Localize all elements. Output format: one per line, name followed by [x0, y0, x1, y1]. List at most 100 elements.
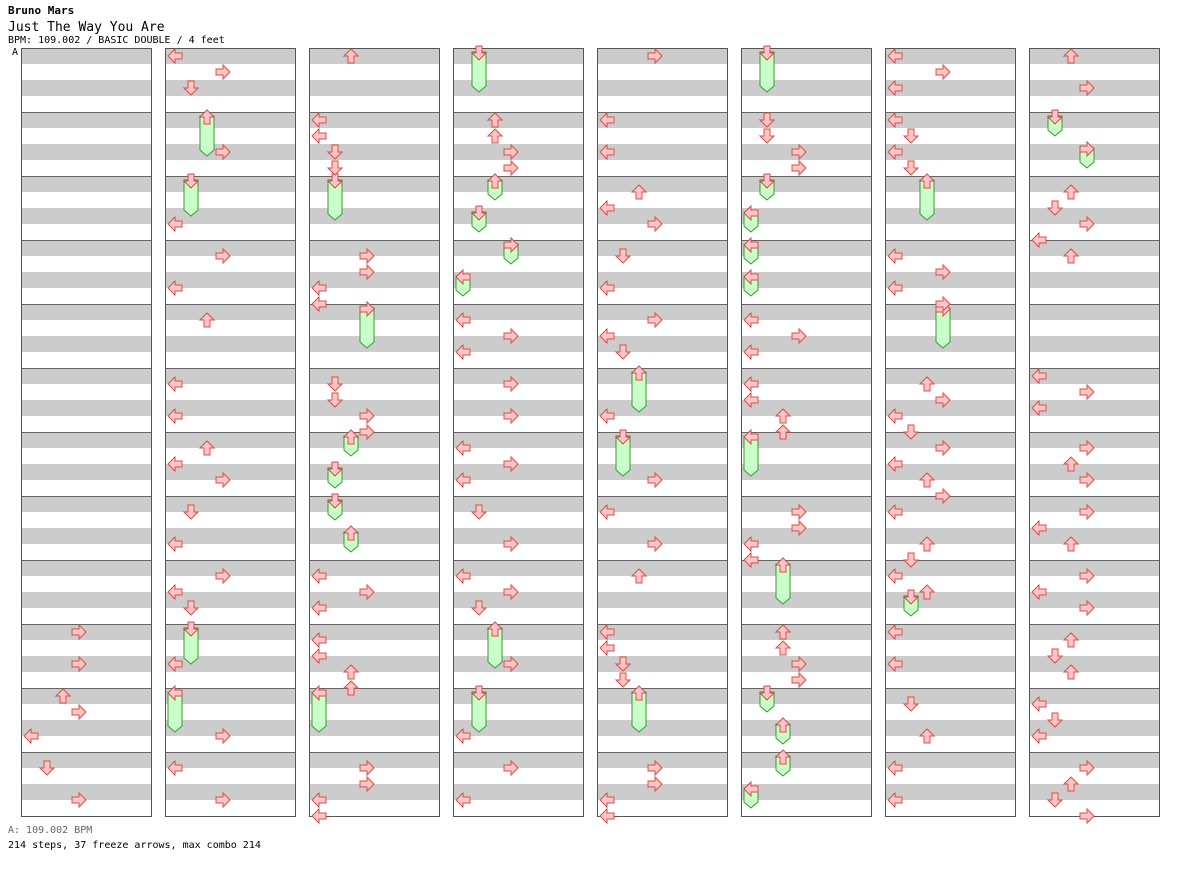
- beat-stripe: [741, 208, 872, 224]
- left-arrow-icon: [743, 375, 759, 393]
- right-arrow-icon: [503, 583, 519, 601]
- up-arrow-icon: [342, 525, 360, 541]
- beat-stripe: [741, 400, 872, 416]
- beat-stripe: [453, 336, 584, 352]
- right-arrow-icon: [71, 655, 87, 673]
- up-arrow-icon: [54, 688, 72, 704]
- left-arrow-icon: [743, 551, 759, 569]
- down-arrow-icon: [614, 672, 632, 688]
- beat-stripe: [309, 688, 440, 704]
- beat-stripe: [597, 592, 728, 608]
- beat-stripe: [885, 656, 1016, 672]
- beat-stripe: [885, 112, 1016, 128]
- beat-stripe: [453, 752, 584, 768]
- left-arrow-icon: [887, 143, 903, 161]
- right-arrow-icon: [791, 671, 807, 689]
- left-arrow-icon: [887, 247, 903, 265]
- beat-stripe: [21, 272, 152, 288]
- down-arrow-icon: [902, 589, 920, 605]
- up-arrow-icon: [342, 48, 360, 64]
- right-arrow-icon: [215, 247, 231, 265]
- down-arrow-icon: [1046, 792, 1064, 808]
- beat-stripe: [21, 112, 152, 128]
- right-arrow-icon: [647, 47, 663, 65]
- beat-stripe: [21, 560, 152, 576]
- beat-stripe: [21, 400, 152, 416]
- beat-stripe: [597, 80, 728, 96]
- right-arrow-icon: [647, 535, 663, 553]
- up-arrow-icon: [198, 440, 216, 456]
- beat-stripe: [453, 272, 584, 288]
- down-arrow-icon: [326, 160, 344, 176]
- beat-stripe: [21, 720, 152, 736]
- left-arrow-icon: [455, 439, 471, 457]
- right-arrow-icon: [503, 375, 519, 393]
- beat-stripe: [885, 528, 1016, 544]
- down-arrow-icon: [182, 600, 200, 616]
- beat-stripe: [1029, 208, 1160, 224]
- beat-stripe: [21, 432, 152, 448]
- beat-stripe: [165, 240, 296, 256]
- beat-stripe: [741, 432, 872, 448]
- chart-column-2: [165, 47, 296, 817]
- up-arrow-icon: [342, 664, 360, 680]
- beat-stripe: [165, 48, 296, 64]
- right-arrow-icon: [503, 655, 519, 673]
- up-arrow-icon: [1062, 664, 1080, 680]
- up-arrow-icon: [1062, 48, 1080, 64]
- down-arrow-icon: [758, 45, 776, 61]
- left-arrow-icon: [167, 279, 183, 297]
- up-arrow-icon: [342, 680, 360, 696]
- beat-stripe: [309, 624, 440, 640]
- beat-stripe: [741, 784, 872, 800]
- beat-stripe: [885, 272, 1016, 288]
- chart-column-1: [21, 48, 152, 817]
- beat-stripe: [741, 240, 872, 256]
- left-arrow-icon: [311, 111, 327, 129]
- up-arrow-icon: [198, 312, 216, 328]
- beat-stripe: [597, 496, 728, 512]
- column-border: [21, 48, 152, 817]
- left-arrow-icon: [887, 47, 903, 65]
- beat-stripe: [165, 528, 296, 544]
- beat-stripe: [741, 112, 872, 128]
- left-arrow-icon: [311, 279, 327, 297]
- up-arrow-icon: [630, 568, 648, 584]
- beat-stripe: [165, 464, 296, 480]
- left-arrow-icon: [1031, 367, 1047, 385]
- left-arrow-icon: [311, 791, 327, 809]
- column-border: [1029, 48, 1160, 817]
- beat-stripe: [597, 272, 728, 288]
- column-border: [885, 48, 1016, 817]
- beat-stripe: [741, 496, 872, 512]
- left-arrow-icon: [455, 268, 471, 286]
- beat-stripe: [597, 336, 728, 352]
- beat-stripe: [21, 304, 152, 320]
- beat-stripe: [741, 592, 872, 608]
- left-arrow-icon: [599, 503, 615, 521]
- beat-stripe: [21, 368, 152, 384]
- down-arrow-icon: [326, 461, 344, 477]
- left-arrow-icon: [1031, 399, 1047, 417]
- beat-stripe: [309, 368, 440, 384]
- up-arrow-icon: [1062, 248, 1080, 264]
- down-arrow-icon: [758, 685, 776, 701]
- up-arrow-icon: [630, 365, 648, 381]
- left-arrow-icon: [311, 295, 327, 313]
- beat-stripe: [741, 464, 872, 480]
- right-arrow-icon: [1079, 215, 1095, 233]
- right-arrow-icon: [647, 215, 663, 233]
- beat-stripe: [885, 496, 1016, 512]
- left-arrow-icon: [167, 535, 183, 553]
- beat-stripe: [1029, 48, 1160, 64]
- beat-stripe: [1029, 432, 1160, 448]
- beat-stripe: [309, 272, 440, 288]
- up-arrow-icon: [486, 112, 504, 128]
- left-arrow-icon: [887, 503, 903, 521]
- right-arrow-icon: [935, 63, 951, 81]
- down-arrow-icon: [758, 173, 776, 189]
- beat-stripe: [885, 176, 1016, 192]
- beat-stripe: [21, 208, 152, 224]
- beat-stripe: [741, 304, 872, 320]
